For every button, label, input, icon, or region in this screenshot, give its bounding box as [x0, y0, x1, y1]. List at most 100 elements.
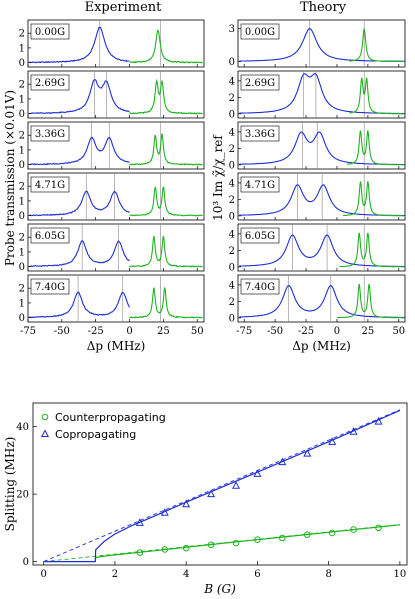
data-point	[350, 526, 357, 533]
green-trace	[129, 133, 203, 166]
data-point	[328, 529, 336, 537]
data-point	[182, 544, 190, 552]
green-trace	[129, 287, 203, 319]
x-tick-label: 50	[392, 326, 405, 337]
legend-label: Copropagating	[55, 428, 136, 441]
green-trace	[129, 78, 203, 115]
y-tick-label: 0	[229, 262, 235, 273]
subplot-frame	[27, 172, 205, 221]
y-tick-label: 2	[229, 246, 235, 257]
legend-marker	[41, 413, 49, 421]
field-label-box	[30, 227, 70, 244]
dashed-fit-line	[43, 409, 401, 563]
x-axis-label: Δp (MHz)	[292, 339, 351, 353]
subplot-frame	[27, 70, 205, 119]
field-label-box	[240, 176, 280, 193]
y-tick-label: 0	[229, 57, 235, 68]
y-tick-label: 4	[229, 280, 235, 291]
legend-label: Counterpropagating	[55, 411, 166, 424]
data-point	[328, 437, 337, 445]
data-point	[253, 469, 262, 477]
field-label-box	[30, 176, 70, 193]
splitting-chart: 0 2 4 6 8 10 0 20 40 B (G) Splitting (MHz) Counterp…	[3, 402, 408, 596]
blue-trace	[29, 78, 130, 115]
data-point	[278, 457, 287, 466]
y-tick-label: 0	[19, 262, 25, 273]
green-trace	[339, 232, 404, 268]
y-tick-label: 2	[19, 80, 25, 91]
x-tick-label: 0	[334, 326, 340, 337]
data-point	[375, 524, 382, 532]
experiment-y-axis-label: Probe transmission (×0.01V)	[3, 90, 17, 266]
y-tick-label: 1	[19, 298, 25, 309]
y-tick-label: 0	[19, 58, 25, 69]
y-tick-label: 2	[229, 93, 235, 104]
field-label-box	[240, 125, 280, 142]
subplot-frame	[237, 121, 406, 170]
field-label-box	[240, 23, 280, 40]
subplot-frame	[237, 70, 406, 119]
green-trace	[129, 28, 204, 64]
data-point	[160, 508, 169, 516]
solid-fit-line	[43, 409, 401, 563]
subplot-frame	[27, 121, 205, 170]
field-label: 3.36G	[245, 129, 275, 140]
theory-title: Theory	[300, 0, 347, 15]
x-tick-label: 50	[191, 326, 204, 337]
field-label-box	[240, 278, 280, 295]
subplot-frame	[237, 223, 406, 272]
field-label-box	[30, 23, 70, 40]
data-point	[136, 549, 144, 556]
y-tick-label: 2	[19, 29, 25, 40]
field-label: 7.40G	[245, 282, 275, 293]
field-label: 4.71G	[35, 180, 65, 191]
y-tick-label: 0	[19, 109, 25, 120]
green-trace	[349, 77, 404, 115]
data-point	[303, 449, 312, 457]
data-point	[135, 518, 144, 526]
data-point	[279, 534, 286, 542]
green-trace	[349, 28, 404, 63]
x-tick-label: -50	[54, 326, 70, 337]
x-tick-label: 0	[126, 326, 132, 337]
y-tick-label: 2	[19, 131, 25, 142]
experiment-title: Experiment	[85, 0, 163, 15]
y-tick-label: 0	[23, 557, 29, 568]
blue-trace	[29, 136, 130, 166]
y-tick-label: 2	[229, 195, 235, 206]
data-point	[207, 541, 215, 549]
y-tick-label: 0	[229, 211, 235, 222]
subplot-frame	[27, 274, 205, 323]
solid-fit-line	[94, 524, 400, 562]
y-tick-label: 2	[19, 182, 25, 193]
green-trace	[129, 235, 203, 268]
field-label: 4.71G	[245, 180, 275, 191]
field-label-box	[30, 74, 70, 91]
y-tick-label: 1	[19, 247, 25, 258]
blue-trace	[29, 240, 130, 268]
y-tick-label: 1	[19, 196, 25, 207]
y-tick-label: 0	[19, 160, 25, 171]
x-axis-label: B (G)	[203, 582, 236, 596]
subplot-frame	[27, 223, 205, 272]
data-point	[231, 481, 241, 489]
subplot-frame	[237, 19, 406, 68]
y-tick-label: 0	[229, 160, 235, 171]
data-point	[349, 427, 358, 435]
green-trace	[346, 130, 404, 166]
y-tick-label: 1	[19, 94, 25, 105]
x-tick-label: -50	[267, 326, 283, 337]
y-tick-label: 40	[16, 422, 29, 433]
x-tick-label: 8	[325, 569, 331, 580]
x-tick-label: -25	[88, 326, 104, 337]
field-label-box	[240, 227, 280, 244]
data-point	[232, 539, 240, 547]
y-tick-label: 0	[19, 211, 25, 222]
green-trace	[129, 186, 203, 217]
field-label: 2.69G	[245, 78, 275, 89]
x-tick-label: 2	[112, 569, 118, 580]
theory-panel: 0.00G032.69G0243.36G0244.71G0246.05G0247…	[229, 19, 406, 353]
field-label-box	[240, 74, 280, 91]
y-tick-label: 2	[229, 144, 235, 155]
